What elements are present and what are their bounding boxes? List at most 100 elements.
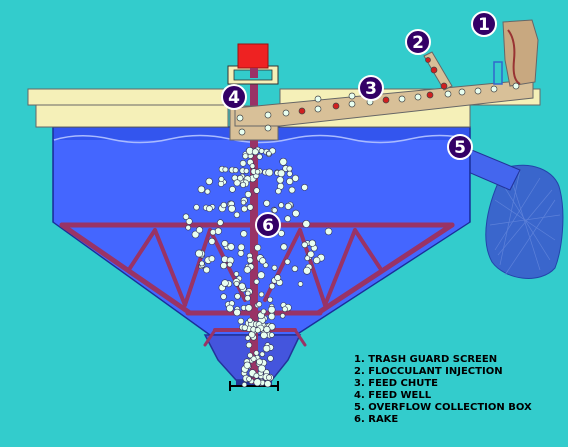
- solid-particle: [284, 258, 291, 265]
- solid-particle: [271, 207, 278, 214]
- solid-particle: [268, 332, 275, 338]
- flocculant-injection-line: [423, 51, 453, 91]
- solid-particle: [286, 170, 293, 177]
- solid-particle: [279, 157, 288, 166]
- solid-particle: [288, 186, 296, 194]
- solid-particle: [304, 255, 311, 262]
- solid-particle: [237, 250, 245, 257]
- solid-particle: [209, 229, 217, 236]
- solid-particle: [220, 262, 228, 270]
- solid-particle: [301, 183, 308, 191]
- solid-particle: [243, 266, 252, 274]
- legend: 1. TRASH GUARD SCREEN 2. FLOCCULANT INJE…: [354, 354, 532, 425]
- walkway-bridge-lower: [35, 104, 229, 128]
- solid-particle: [303, 266, 311, 275]
- solid-particle: [206, 205, 213, 212]
- solid-particle: [280, 313, 286, 319]
- marker-4-number: 4: [228, 88, 240, 108]
- solid-particle: [191, 230, 200, 239]
- solid-particle: [284, 202, 292, 210]
- solid-particle: [233, 179, 241, 187]
- solid-particle: [276, 176, 284, 184]
- solid-particle: [291, 265, 299, 272]
- solid-particle: [242, 153, 249, 160]
- marker-5-number: 5: [454, 138, 466, 158]
- solid-particle: [245, 335, 251, 341]
- marker-4: 4: [221, 84, 247, 110]
- solid-particle: [258, 148, 265, 154]
- solid-particle: [222, 166, 229, 173]
- solid-particle: [227, 243, 235, 251]
- drive-motor: [237, 43, 269, 69]
- solid-particle: [241, 205, 248, 213]
- solid-particle: [247, 352, 253, 359]
- solid-particle: [267, 305, 276, 314]
- solid-particle: [253, 378, 262, 387]
- solid-particle: [245, 342, 253, 349]
- solid-particle: [301, 241, 308, 249]
- solid-particle: [233, 211, 240, 218]
- marker-6: 6: [255, 212, 281, 238]
- solid-particle: [265, 374, 272, 381]
- solid-particle: [260, 308, 267, 315]
- solid-particle: [246, 376, 252, 382]
- solid-particle: [233, 271, 240, 277]
- solid-particle: [208, 255, 216, 263]
- solid-particle: [266, 150, 272, 157]
- drive-coupling: [250, 68, 258, 78]
- solid-particle: [264, 380, 272, 388]
- solid-particle: [274, 274, 282, 282]
- marker-6-number: 6: [262, 216, 274, 236]
- solid-particle: [217, 219, 224, 226]
- solid-particle: [240, 199, 247, 206]
- solid-particle: [253, 350, 260, 356]
- drive-shaft: [250, 84, 258, 384]
- solid-particle: [263, 199, 271, 207]
- walkway-bridge: [27, 88, 229, 106]
- solid-particle: [195, 249, 203, 258]
- solid-particle: [197, 185, 206, 194]
- solid-particle: [220, 202, 227, 209]
- solid-particle: [280, 243, 288, 251]
- solid-particle: [253, 187, 260, 194]
- solid-particle: [185, 217, 193, 225]
- solid-particle: [220, 293, 227, 300]
- marker-2-number: 2: [412, 33, 424, 53]
- solid-particle: [240, 230, 248, 238]
- overflow-cloud-texture: [489, 169, 561, 276]
- solid-particle: [243, 361, 251, 369]
- solid-particle: [244, 190, 252, 198]
- marker-1: 1: [471, 11, 497, 37]
- feed-chute: [234, 81, 534, 127]
- solid-particle: [292, 209, 300, 218]
- solid-particle: [313, 256, 321, 265]
- solid-particle: [243, 168, 250, 174]
- legend-item-1: 1. TRASH GUARD SCREEN: [354, 354, 497, 365]
- legend-item-2: 2. FLOCCULANT INJECTION: [354, 366, 503, 377]
- solid-particle: [221, 240, 229, 247]
- solid-particle: [256, 301, 263, 308]
- solid-particle: [254, 169, 261, 175]
- solid-particle: [265, 168, 274, 177]
- solid-particle: [250, 355, 257, 362]
- solid-particle: [246, 257, 254, 264]
- solid-particle: [203, 266, 210, 274]
- solid-particle: [262, 344, 271, 353]
- solid-particle: [233, 280, 240, 287]
- solid-particle: [193, 204, 200, 211]
- solid-particle: [204, 188, 211, 195]
- solid-particle: [240, 181, 247, 188]
- solid-particle: [239, 160, 247, 167]
- solid-particle: [258, 291, 265, 298]
- solid-particle: [253, 278, 260, 285]
- solid-particle: [214, 227, 222, 235]
- solid-particle: [233, 308, 241, 317]
- solid-particle: [256, 358, 263, 366]
- solid-particle: [218, 176, 225, 182]
- solid-particle: [256, 153, 263, 160]
- solid-particle: [237, 317, 245, 325]
- solid-particle: [249, 163, 256, 169]
- legend-item-3: 3. FEED CHUTE: [354, 378, 438, 389]
- solid-particle: [247, 317, 253, 323]
